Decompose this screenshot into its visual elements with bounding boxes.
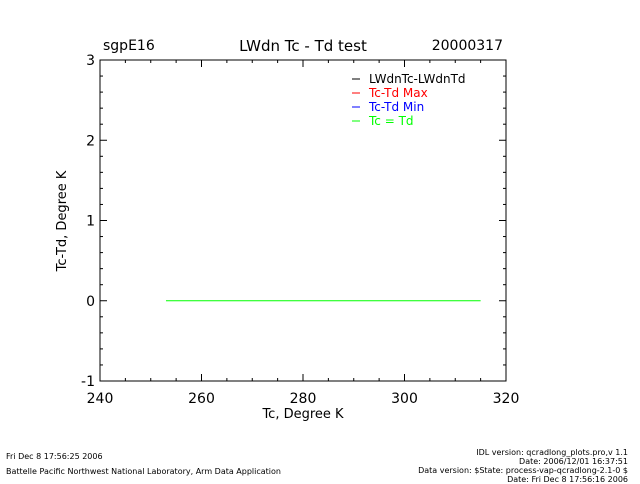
plot-frame [99,59,507,382]
x-tick-label: 260 [188,391,215,407]
footer-info: IDL version: qcradlong_plots.pro,v 1.1 D… [418,448,628,484]
axes: 240 260 280 300 320 -1 0 1 2 3 [81,53,519,407]
x-tick-label: 280 [290,391,317,407]
y-tick-label: 2 [86,133,95,149]
y-tick-label: 3 [86,53,95,69]
legend-label: Tc-Td Min [368,100,424,114]
legend-label: LWdnTc-LWdnTd [369,72,466,86]
site-label: sgpE16 [103,38,155,54]
footer-organization: Battelle Pacific Northwest National Labo… [6,467,281,476]
footer-date: Date: 2006/12/01 16:37:51 [519,457,628,466]
x-tick-label: 320 [493,391,520,407]
x-tick-label: 300 [391,391,418,407]
y-tick-label: 0 [86,294,95,310]
x-tick-label: 240 [87,391,114,407]
y-axis-label: Tc-Td, Degree K [55,170,70,272]
y-tick-label: -1 [81,374,95,390]
date-label: 20000317 [432,38,503,54]
legend-label: Tc = Td [368,114,414,128]
footer-data-version: Data version: $State: process-vap-qcradl… [418,466,628,475]
footer-timestamp: Fri Dec 8 17:56:25 2006 [6,452,103,461]
y-tick-label: 1 [86,214,95,230]
x-axis-label: Tc, Degree K [261,407,344,422]
legend-label: Tc-Td Max [368,86,428,100]
footer-idl-version: IDL version: qcradlong_plots.pro,v 1.1 [476,448,628,457]
chart-title: LWdn Tc - Td test [239,37,367,55]
